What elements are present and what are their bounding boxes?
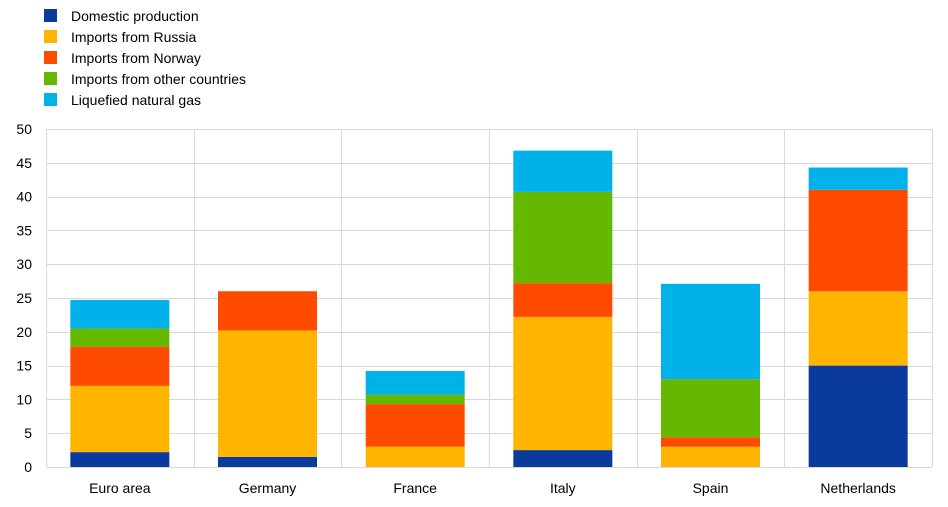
- bar-segment: [365, 446, 465, 467]
- y-tick-label: 45: [16, 155, 32, 171]
- y-tick-label: 0: [24, 459, 32, 475]
- y-tick-label: 35: [16, 222, 32, 238]
- bar-segment: [218, 291, 317, 331]
- x-tick-label: France: [393, 480, 437, 496]
- bar-segment: [661, 437, 760, 447]
- legend-label: Domestic production: [71, 7, 199, 24]
- chart-legend: Domestic production Imports from Russia Im…: [44, 5, 246, 110]
- bar-segment: [365, 404, 465, 447]
- x-tick-label: Germany: [239, 480, 297, 496]
- x-tick-label: Spain: [693, 480, 729, 496]
- legend-item: Imports from Norway: [44, 47, 246, 68]
- bar-segment: [218, 330, 317, 457]
- bar-segment: [661, 446, 760, 467]
- legend-label: Imports from Russia: [71, 28, 197, 45]
- legend-label: Imports from Norway: [71, 49, 201, 66]
- y-tick-label: 10: [16, 391, 32, 407]
- legend-swatch: [44, 9, 57, 22]
- legend-swatch: [44, 51, 57, 64]
- bar-segment: [70, 300, 170, 329]
- legend-item: Domestic production: [44, 5, 246, 26]
- bar-segment: [661, 283, 760, 380]
- y-tick-label: 15: [16, 358, 32, 374]
- bar-segment: [218, 456, 317, 467]
- bar-segment: [808, 167, 908, 190]
- x-axis: Euro area Germany France Italy Spain Netherla…: [89, 480, 896, 496]
- bar-segment: [808, 365, 908, 467]
- bars: [70, 150, 908, 467]
- bar-segment: [808, 189, 908, 292]
- legend-swatch: [44, 72, 57, 85]
- bar-segment: [365, 394, 465, 405]
- legend-label: Imports from other countries: [71, 70, 247, 87]
- bar-segment: [513, 316, 613, 451]
- bar-segment: [70, 385, 170, 453]
- legend-swatch: [44, 93, 57, 106]
- y-tick-label: 25: [16, 290, 32, 306]
- bar-segment: [513, 191, 613, 284]
- legend-item: Liquefied natural gas: [44, 89, 246, 110]
- y-tick-label: 40: [16, 189, 32, 205]
- y-tick-label: 50: [16, 121, 32, 137]
- bar-segment: [70, 346, 170, 386]
- legend-item: Imports from other countries: [44, 68, 246, 89]
- x-tick-label: Euro area: [89, 480, 151, 496]
- y-tick-label: 30: [16, 256, 32, 272]
- bar-segment: [513, 150, 613, 192]
- bar-segment: [513, 450, 613, 467]
- bar-segment: [661, 379, 760, 438]
- legend-label: Liquefied natural gas: [71, 91, 201, 108]
- bar-segment: [808, 291, 908, 366]
- x-tick-label: Netherlands: [820, 480, 896, 496]
- y-tick-label: 20: [16, 324, 32, 340]
- legend-item: Imports from Russia: [44, 26, 246, 47]
- bar-segment: [70, 452, 170, 467]
- grid-lines: [46, 129, 933, 468]
- y-axis: 0 5 10 15 20 25 30 35 40 45 50: [16, 121, 32, 475]
- bar-segment: [365, 371, 465, 395]
- x-tick-label: Italy: [550, 480, 576, 496]
- legend-swatch: [44, 30, 57, 43]
- bar-segment: [70, 328, 170, 347]
- y-tick-label: 5: [24, 425, 32, 441]
- bar-segment: [513, 283, 613, 317]
